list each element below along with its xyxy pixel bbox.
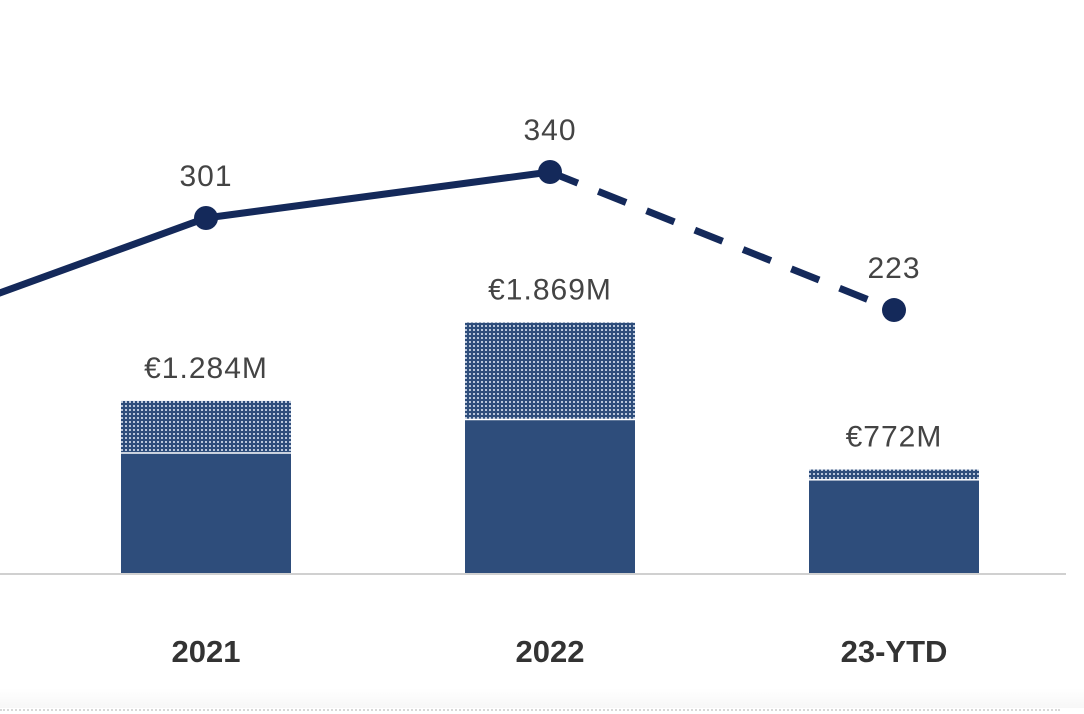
bar-hatched-2021 (121, 400, 291, 453)
x-tick-label-2021: 2021 (172, 634, 241, 669)
footer-divider (0, 709, 1060, 711)
bar-hatched-23-YTD (809, 469, 979, 480)
line-segment-prev (0, 214, 208, 297)
footer-fade (0, 688, 1084, 708)
x-tick-label-23-YTD: 23-YTD (841, 634, 948, 669)
bar-label-2021: €1.284M (144, 352, 268, 385)
line-label-23-YTD: 223 (867, 252, 920, 285)
line-point-23-YTD (882, 298, 906, 323)
bar-label-23-YTD: €772M (846, 421, 943, 454)
x-tick-label-2022: 2022 (516, 634, 585, 669)
bar-hatched-2022 (465, 322, 635, 419)
bar-label-2022: €1.869M (488, 274, 612, 307)
line-point-2021 (194, 206, 218, 230)
bar-solid-23-YTD (809, 480, 979, 573)
line-point-2022 (538, 159, 562, 184)
bar-solid-2022 (465, 420, 635, 573)
line-label-2021: 301 (179, 160, 232, 193)
line-segment-1 (548, 168, 896, 314)
line-label-2022: 340 (523, 114, 576, 147)
bar-solid-2021 (121, 453, 291, 573)
line-segment-0 (205, 168, 551, 222)
